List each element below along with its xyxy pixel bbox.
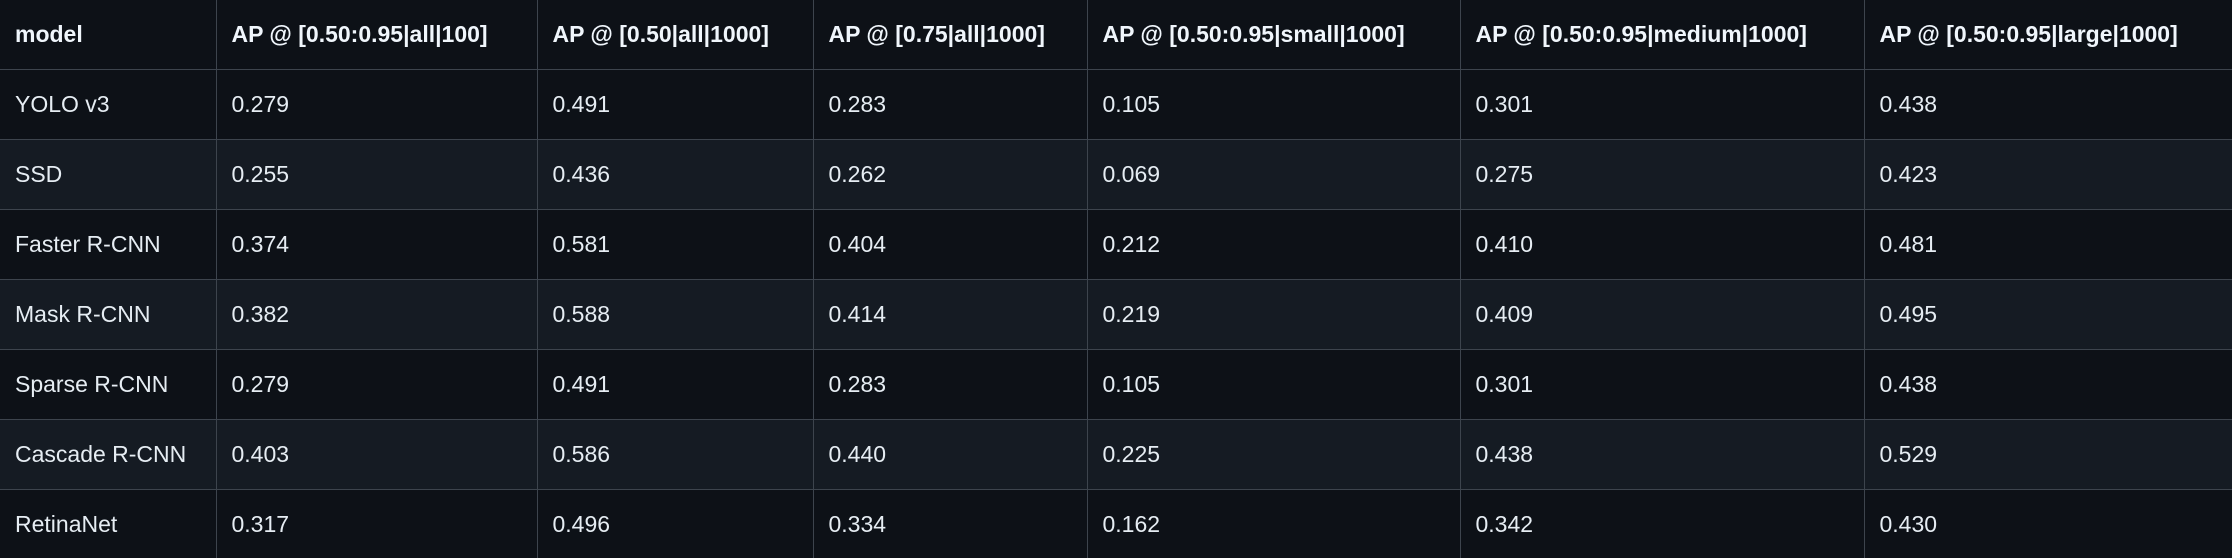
ap50-all-cell: 0.491 (536, 69, 814, 140)
ap-small-cell: 0.105 (1086, 349, 1461, 420)
ap-medium-cell: 0.438 (1459, 419, 1865, 490)
model-name-cell: RetinaNet (0, 489, 217, 558)
ap-all-100-cell: 0.279 (215, 69, 538, 140)
model-name-cell: SSD (0, 139, 217, 210)
ap75-all-cell: 0.283 (812, 69, 1088, 140)
ap50-all-cell: 0.581 (536, 209, 814, 280)
ap-medium-cell: 0.409 (1459, 279, 1865, 350)
ap-all-100-cell: 0.374 (215, 209, 538, 280)
column-header-ap-small: AP @ [0.50:0.95|small|1000] (1086, 0, 1461, 70)
table-row: Faster R-CNN 0.374 0.581 0.404 0.212 0.410 0.4… (0, 209, 2232, 280)
model-name-cell: Sparse R-CNN (0, 349, 217, 420)
ap-large-cell: 0.529 (1863, 419, 2232, 490)
ap-all-100-cell: 0.279 (215, 349, 538, 420)
ap-large-cell: 0.438 (1863, 349, 2232, 420)
table-row: SSD 0.255 0.436 0.262 0.069 0.275 0.423 (0, 139, 2232, 210)
table-row: Cascade R-CNN 0.403 0.586 0.440 0.225 0.438 0.… (0, 419, 2232, 490)
model-name-cell: YOLO v3 (0, 69, 217, 140)
ap50-all-cell: 0.496 (536, 489, 814, 558)
ap-large-cell: 0.430 (1863, 489, 2232, 558)
ap75-all-cell: 0.404 (812, 209, 1088, 280)
ap-all-100-cell: 0.403 (215, 419, 538, 490)
ap50-all-cell: 0.491 (536, 349, 814, 420)
ap75-all-cell: 0.414 (812, 279, 1088, 350)
ap-small-cell: 0.219 (1086, 279, 1461, 350)
column-header-ap75-all: AP @ [0.75|all|1000] (812, 0, 1088, 70)
ap-small-cell: 0.162 (1086, 489, 1461, 558)
model-name-cell: Mask R-CNN (0, 279, 217, 350)
column-header-ap-medium: AP @ [0.50:0.95|medium|1000] (1459, 0, 1865, 70)
table-row: Mask R-CNN 0.382 0.588 0.414 0.219 0.409 0.495 (0, 279, 2232, 350)
table-row: Sparse R-CNN 0.279 0.491 0.283 0.105 0.301 0.4… (0, 349, 2232, 420)
ap50-all-cell: 0.586 (536, 419, 814, 490)
column-header-ap-all-100: AP @ [0.50:0.95|all|100] (215, 0, 538, 70)
ap-small-cell: 0.069 (1086, 139, 1461, 210)
model-name-cell: Cascade R-CNN (0, 419, 217, 490)
ap50-all-cell: 0.436 (536, 139, 814, 210)
ap75-all-cell: 0.283 (812, 349, 1088, 420)
table-header: model AP @ [0.50:0.95|all|100] AP @ [0.5… (0, 0, 2232, 70)
ap75-all-cell: 0.440 (812, 419, 1088, 490)
column-header-model: model (0, 0, 217, 70)
ap-small-cell: 0.212 (1086, 209, 1461, 280)
column-header-ap50-all: AP @ [0.50|all|1000] (536, 0, 814, 70)
ap50-all-cell: 0.588 (536, 279, 814, 350)
ap-large-cell: 0.438 (1863, 69, 2232, 140)
ap-medium-cell: 0.342 (1459, 489, 1865, 558)
ap-all-100-cell: 0.382 (215, 279, 538, 350)
ap75-all-cell: 0.334 (812, 489, 1088, 558)
ap-small-cell: 0.225 (1086, 419, 1461, 490)
ap-all-100-cell: 0.255 (215, 139, 538, 210)
model-name-cell: Faster R-CNN (0, 209, 217, 280)
ap-small-cell: 0.105 (1086, 69, 1461, 140)
table-row: YOLO v3 0.279 0.491 0.283 0.105 0.301 0.438 (0, 69, 2232, 140)
ap-large-cell: 0.481 (1863, 209, 2232, 280)
ap-medium-cell: 0.410 (1459, 209, 1865, 280)
ap-medium-cell: 0.275 (1459, 139, 1865, 210)
ap75-all-cell: 0.262 (812, 139, 1088, 210)
ap-large-cell: 0.423 (1863, 139, 2232, 210)
header-row: model AP @ [0.50:0.95|all|100] AP @ [0.5… (0, 0, 2232, 70)
ap-all-100-cell: 0.317 (215, 489, 538, 558)
ap-medium-cell: 0.301 (1459, 69, 1865, 140)
ap-medium-cell: 0.301 (1459, 349, 1865, 420)
table-row: RetinaNet 0.317 0.496 0.334 0.162 0.342 0.430 (0, 489, 2232, 558)
ap-large-cell: 0.495 (1863, 279, 2232, 350)
column-header-ap-large: AP @ [0.50:0.95|large|1000] (1863, 0, 2232, 70)
table-body: YOLO v3 0.279 0.491 0.283 0.105 0.301 0.438 SSD… (0, 69, 2232, 558)
